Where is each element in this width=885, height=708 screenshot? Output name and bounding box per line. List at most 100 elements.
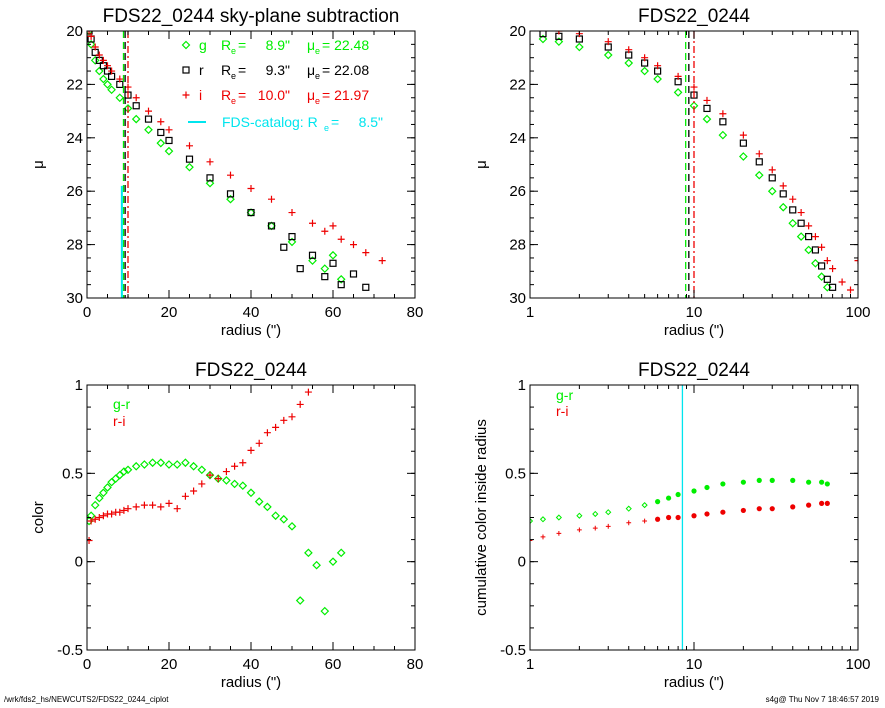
x-axis-label: radius (") — [221, 322, 281, 339]
data-point-g — [131, 114, 141, 124]
data-point-i — [321, 227, 329, 235]
data-point-r — [789, 206, 797, 214]
data-point-i — [838, 278, 846, 286]
data-point-i — [116, 75, 124, 83]
x-tick-label: 1 — [526, 304, 534, 321]
legend-r-i: r-i — [113, 413, 125, 429]
data-point-g-r — [189, 461, 198, 471]
data-point-r-i — [806, 502, 812, 508]
data-point-g — [90, 56, 100, 65]
data-point-g-r — [641, 502, 648, 509]
data-point-r — [739, 139, 747, 147]
legend-marker-r — [182, 66, 190, 74]
data-point-g — [640, 66, 649, 76]
data-point-g — [778, 202, 788, 212]
data-point-r-i — [769, 506, 775, 512]
data-point-r — [144, 115, 153, 123]
y-tick-label: 0 — [75, 554, 83, 571]
data-point-i — [186, 142, 193, 150]
data-point-r — [539, 31, 547, 38]
data-point-r-i — [214, 475, 222, 483]
data-point-i — [768, 166, 776, 174]
series-r-i — [530, 500, 830, 543]
data-point-r — [296, 265, 304, 273]
data-point-g-r — [576, 512, 583, 519]
data-point-r — [797, 219, 805, 227]
data-point-i — [779, 182, 787, 190]
data-point-r-i — [704, 511, 710, 517]
data-point-g — [817, 272, 826, 281]
data-point-g-r — [172, 460, 182, 469]
y-tick-label: 0.5 — [62, 465, 83, 482]
x-tick-label: 0 — [83, 656, 91, 673]
x-tick-label: 100 — [845, 656, 870, 673]
data-point-r — [828, 283, 837, 291]
data-point-g-r — [328, 557, 338, 567]
data-point-g-r — [665, 495, 672, 501]
data-point-i — [378, 257, 386, 265]
y-tick-label: 22 — [66, 76, 83, 93]
data-point-g — [99, 74, 108, 84]
data-point-r-i — [740, 507, 746, 514]
data-point-g-r — [720, 481, 726, 487]
legend-mu-subscript: e — [315, 96, 320, 106]
x-axis-label: radius (") — [664, 674, 724, 691]
data-point-i — [739, 131, 747, 139]
data-point-i — [247, 185, 255, 193]
data-point-g — [164, 146, 174, 156]
plot-frame — [86, 384, 416, 651]
data-point-r-i — [665, 514, 672, 521]
data-point-g — [156, 138, 166, 148]
data-point-g-r — [287, 521, 297, 531]
data-point-r — [337, 281, 345, 289]
data-point-g-r — [148, 458, 157, 468]
data-point-r-i — [605, 523, 611, 529]
y-tick-label: 28 — [66, 237, 83, 254]
data-point-g-r — [625, 505, 632, 512]
data-point-g — [702, 114, 712, 124]
data-point-i — [829, 265, 837, 273]
data-point-r — [267, 222, 276, 230]
legend-mu-symbol: μ — [307, 37, 315, 53]
data-point-g — [87, 40, 96, 49]
data-point-g — [718, 130, 728, 140]
data-point-g — [673, 88, 683, 97]
data-point-g-r — [704, 484, 710, 491]
data-point-r-i — [824, 500, 830, 506]
data-point-r — [308, 251, 317, 259]
legend-re-symbol: R — [221, 62, 231, 78]
footer-stamp: s4g@ Thu Nov 7 18:46:57 2019 — [765, 695, 879, 704]
data-point-r-i — [173, 505, 181, 513]
data-point-i — [362, 249, 370, 257]
y-tick-label: 20 — [66, 23, 83, 40]
x-axis-label: radius (") — [664, 322, 724, 339]
legend-mu-subscript: e — [315, 71, 320, 81]
data-point-g — [739, 152, 748, 161]
data-point-r — [280, 243, 288, 251]
data-point-g-r — [756, 477, 762, 483]
data-point-g — [788, 218, 798, 228]
data-point-r — [362, 283, 370, 291]
data-point-i — [227, 171, 234, 179]
data-point-g-r — [279, 514, 289, 524]
legend-equals: = — [238, 62, 246, 78]
y-tick-label: 0 — [518, 554, 526, 571]
data-point-i — [797, 209, 805, 217]
data-point-r-i — [124, 505, 132, 513]
data-point-g-r — [295, 596, 305, 605]
data-point-g — [538, 34, 548, 44]
data-point-g — [603, 50, 613, 60]
legend-mu-symbol: μ — [307, 62, 315, 78]
data-point-g-r — [238, 481, 248, 491]
data-point-r-i — [675, 514, 681, 521]
data-point-r — [719, 118, 727, 126]
data-point-r-i — [91, 515, 99, 523]
data-point-r — [185, 155, 194, 163]
legend-re-value-i: 10.0" — [258, 87, 290, 103]
data-point-r — [811, 246, 820, 254]
legend-re-subscript: e — [231, 46, 236, 56]
legend-r-i: r-i — [556, 403, 568, 419]
